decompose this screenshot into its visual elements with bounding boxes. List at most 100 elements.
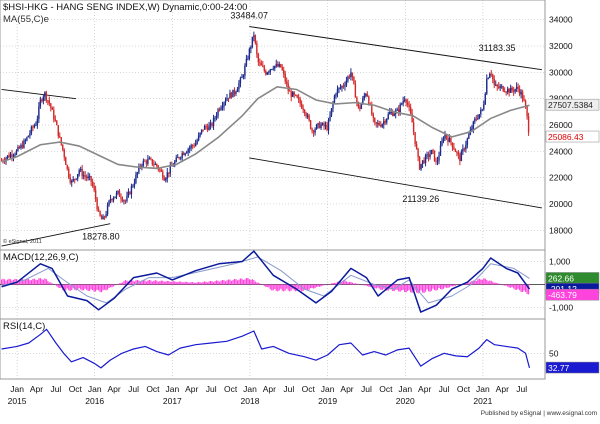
- candle-body: [268, 71, 270, 73]
- month-label: Jan: [88, 384, 102, 394]
- month-label: Jan: [10, 384, 24, 394]
- candle-body: [59, 136, 61, 138]
- candle-body: [142, 160, 145, 166]
- candle-body: [63, 149, 65, 158]
- candle-body: [320, 124, 322, 129]
- month-label: Oct: [302, 384, 316, 394]
- candle-body: [418, 156, 421, 170]
- candle-body: [65, 157, 67, 165]
- candle-body: [508, 88, 510, 93]
- price-annotation: 31183.35: [479, 43, 516, 53]
- candle-body: [245, 58, 248, 66]
- candle-body: [362, 98, 364, 104]
- candle-body: [26, 137, 28, 141]
- candle-body: [483, 104, 485, 110]
- candle-body: [339, 87, 342, 89]
- candle-body: [147, 159, 149, 164]
- month-label: Oct: [379, 384, 393, 394]
- candle-body: [433, 150, 436, 162]
- candle-body: [269, 69, 271, 72]
- candle-body: [432, 149, 434, 151]
- candle-body: [399, 104, 401, 113]
- candle-body: [33, 125, 36, 128]
- candle-body: [32, 126, 34, 128]
- candle-body: [501, 86, 503, 88]
- candle-body: [324, 125, 327, 127]
- candle-body: [206, 127, 209, 131]
- price-ytick-label: 18000: [549, 225, 573, 235]
- candle-body: [441, 140, 443, 146]
- candle-body: [253, 35, 255, 37]
- candle-body: [436, 160, 439, 162]
- price-last-value-tag-text: 27507.5384: [548, 100, 593, 110]
- candle-body: [444, 134, 446, 139]
- candle-body: [103, 216, 106, 218]
- candle-body: [182, 153, 185, 155]
- month-label: Oct: [224, 384, 238, 394]
- candle-body: [317, 123, 319, 125]
- candle-body: [109, 199, 112, 201]
- candle-body: [209, 123, 212, 126]
- channel-line: [249, 26, 542, 71]
- footer-text: Published by eSignal | www.esignal.com: [481, 410, 597, 417]
- candle-body: [232, 89, 234, 98]
- candle-body: [323, 123, 325, 127]
- macd-line: [1, 250, 531, 313]
- month-label: Apr: [340, 384, 353, 394]
- candle-body: [71, 180, 73, 183]
- candle-body: [193, 145, 195, 147]
- year-label: 2016: [85, 396, 104, 406]
- candle-body: [493, 78, 495, 85]
- candle-body: [156, 164, 158, 167]
- candle-body: [492, 74, 494, 79]
- candle-body: [293, 92, 295, 95]
- candle-body: [456, 152, 458, 153]
- candle-body: [515, 86, 518, 90]
- candle-body: [160, 169, 163, 172]
- candle-body: [351, 72, 354, 77]
- candle-body: [6, 155, 9, 159]
- candle-body: [259, 62, 261, 64]
- candle-body: [15, 150, 18, 155]
- candle-body: [502, 86, 504, 92]
- candle-body: [281, 67, 283, 71]
- candle-body: [154, 164, 157, 165]
- candle-body: [199, 132, 201, 136]
- macd-layer: [0, 250, 531, 313]
- candle-body: [251, 36, 254, 47]
- candle-body: [462, 148, 464, 152]
- candle-body: [321, 123, 324, 125]
- candle-body: [327, 120, 330, 131]
- candle-body: [238, 83, 240, 90]
- price-annotation: 21139.26: [402, 194, 439, 204]
- candle-body: [274, 65, 276, 69]
- candle-body: [517, 86, 519, 89]
- candle-body: [254, 35, 257, 44]
- candle-body: [353, 76, 355, 84]
- candle-body: [191, 145, 194, 147]
- candle-body: [21, 144, 24, 148]
- candle-body: [11, 154, 13, 157]
- month-label: Apr: [496, 384, 509, 394]
- candle-body: [454, 149, 457, 153]
- price-ytick-label: 26000: [549, 120, 573, 130]
- candle-body: [20, 144, 22, 149]
- candle-body: [423, 160, 425, 164]
- candle-body: [239, 78, 242, 84]
- candle-body: [120, 196, 122, 199]
- candle-body: [498, 86, 500, 88]
- candle-body: [371, 104, 373, 115]
- candle-body: [230, 92, 233, 98]
- candle-body: [403, 99, 406, 101]
- candle-body: [190, 145, 192, 148]
- candle-body: [187, 149, 189, 153]
- candle-body: [374, 117, 376, 123]
- candle-body: [227, 97, 230, 99]
- candle-body: [426, 154, 428, 156]
- candle-body: [96, 198, 98, 210]
- candle-body: [318, 123, 321, 129]
- candle-body: [297, 97, 300, 100]
- month-label: Apr: [30, 384, 43, 394]
- candle-body: [417, 148, 419, 157]
- candle-body: [427, 154, 430, 157]
